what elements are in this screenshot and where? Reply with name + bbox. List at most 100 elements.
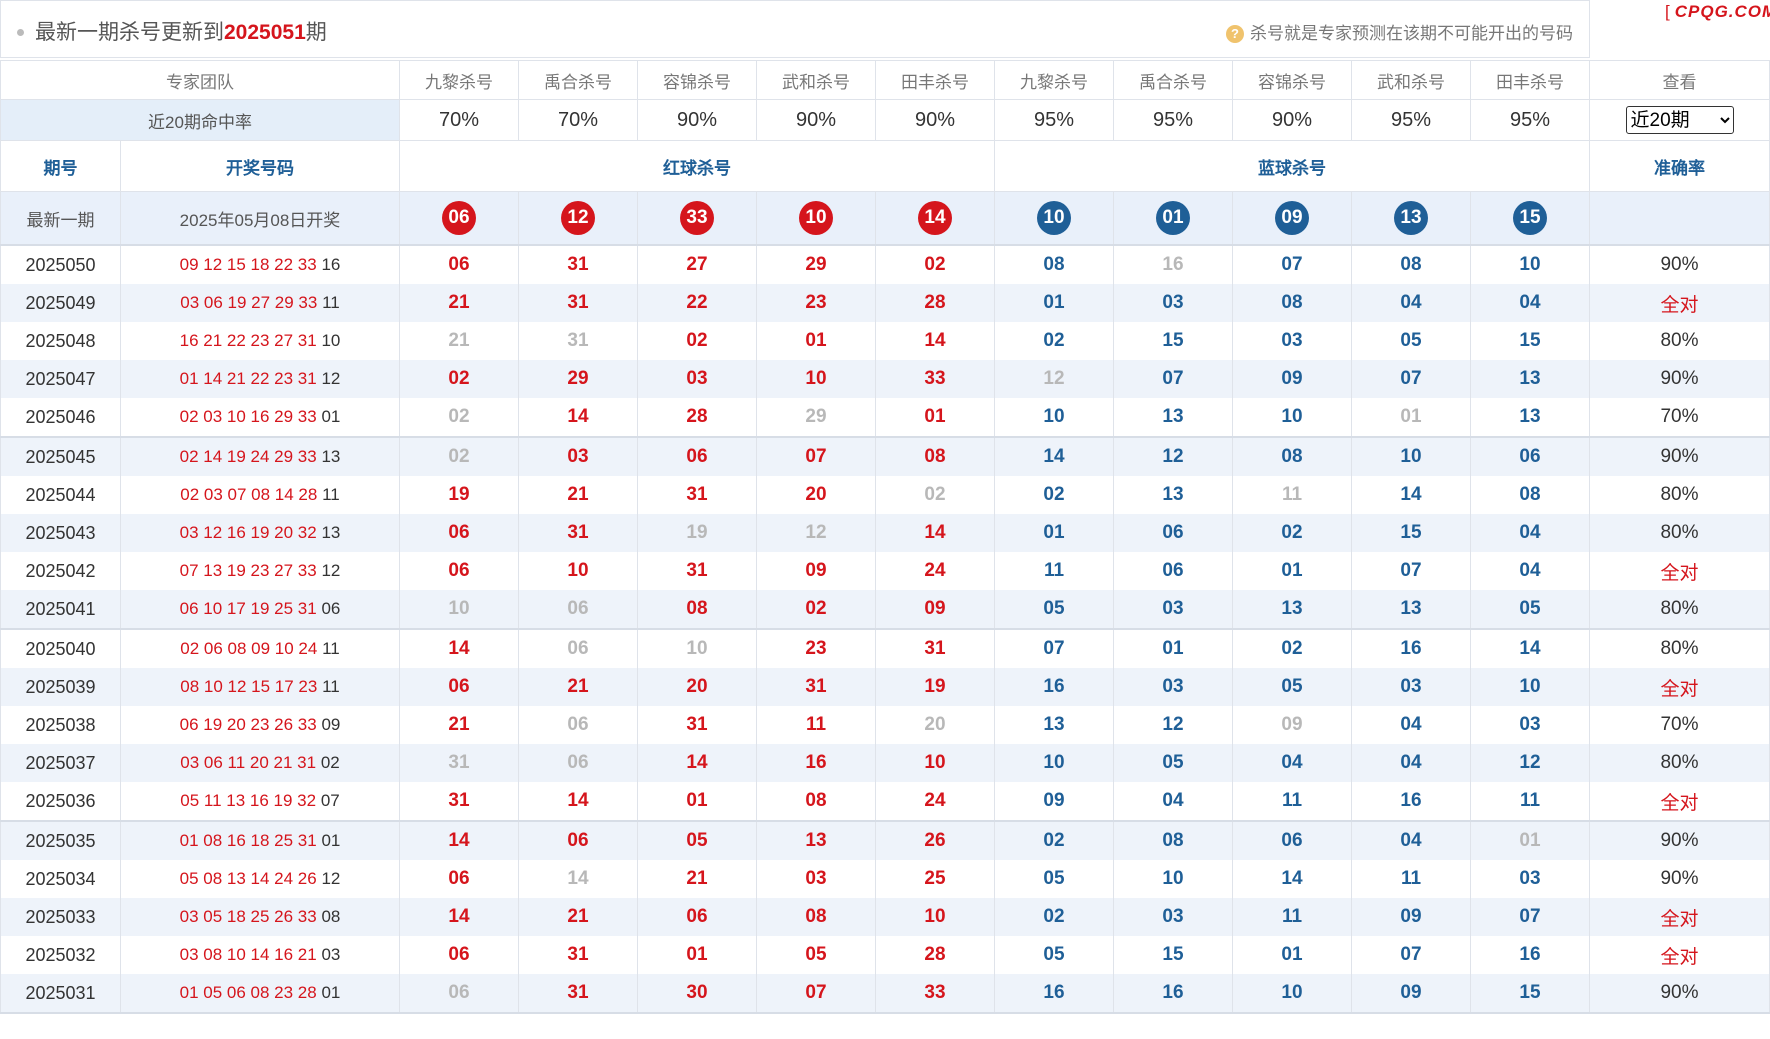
expert-header: 九黎杀号	[994, 60, 1114, 100]
draw-blue-number: 01	[321, 407, 341, 426]
blue-kill-number: 16	[994, 974, 1114, 1014]
hit-rate: 95%	[1113, 99, 1233, 141]
red-ball: 06	[442, 201, 476, 235]
table-row: 2025031 01 05 06 08 23 28 01 06 31 30 07 33 16 1…	[0, 974, 1770, 1014]
blue-kill-number: 14	[1232, 860, 1352, 898]
hit-rate: 70%	[399, 99, 519, 141]
blue-ball: 01	[1156, 201, 1190, 235]
period-cell: 2025035	[0, 821, 121, 860]
draw-red-numbers: 06 19 20 23 26 33	[179, 715, 317, 734]
draw-red-numbers: 16 21 22 23 27 31	[179, 331, 317, 350]
blue-ball: 15	[1513, 201, 1547, 235]
blue-kill-header: 蓝球杀号	[994, 140, 1590, 192]
hit-rate: 95%	[1351, 99, 1471, 141]
draw-numbers-cell: 06 19 20 23 26 33 09	[120, 706, 400, 744]
site-logo[interactable]: [CPQG.COM	[1665, 2, 1770, 21]
red-kill-number: 10	[875, 744, 995, 782]
blue-kill-number: 04	[1470, 514, 1590, 552]
draw-blue-number: 11	[322, 677, 340, 696]
draw-numbers-cell: 08 10 12 15 17 23 11	[120, 668, 400, 706]
blue-kill-number: 08	[1470, 476, 1590, 514]
red-kill-number-missed: 10	[637, 629, 757, 668]
blue-kill-number-missed: 11	[1232, 476, 1352, 514]
period-cell: 2025046	[0, 398, 121, 438]
blue-kill-number: 09	[1351, 974, 1471, 1014]
blue-kill-number: 14	[994, 437, 1114, 476]
draw-numbers-cell: 01 05 06 08 23 28 01	[120, 974, 400, 1014]
blue-kill-number: 04	[1351, 821, 1471, 860]
red-kill-number: 11	[756, 706, 876, 744]
red-kill-number-missed: 20	[875, 706, 995, 744]
blue-kill-number-missed: 09	[1232, 706, 1352, 744]
blue-kill-number: 16	[1351, 629, 1471, 668]
blue-kill-number: 01	[1232, 552, 1352, 590]
red-kill-number: 30	[637, 974, 757, 1014]
red-kill-number: 06	[518, 821, 638, 860]
blue-kill-number: 02	[994, 821, 1114, 860]
accuracy-cell: 全对	[1589, 668, 1770, 706]
accuracy-cell: 全对	[1589, 284, 1770, 322]
draw-red-numbers: 02 14 19 24 29 33	[179, 447, 317, 466]
red-kill-number: 07	[756, 974, 876, 1014]
draw-blue-number: 12	[321, 369, 341, 388]
red-kill-number: 06	[399, 668, 519, 706]
latest-row: 最新一期 2025年05月08日开奖 06 12 33 10 14 10 01 …	[0, 191, 1770, 246]
draw-numbers-cell: 06 10 17 19 25 31 06	[120, 590, 400, 630]
blue-kill-number: 04	[1232, 744, 1352, 782]
blue-kill-number: 01	[994, 284, 1114, 322]
blue-kill-number: 07	[1113, 360, 1233, 398]
draw-numbers-cell: 02 14 19 24 29 33 13	[120, 437, 400, 476]
blue-kill-number: 11	[1232, 898, 1352, 936]
red-kill-number: 31	[518, 514, 638, 552]
draw-blue-number: 08	[321, 907, 341, 926]
red-kill-number: 29	[756, 245, 876, 284]
red-kill-number: 27	[637, 245, 757, 284]
blue-kill-number: 02	[994, 476, 1114, 514]
red-kill-number: 22	[637, 284, 757, 322]
red-kill-number: 31	[637, 552, 757, 590]
red-kill-number: 01	[756, 322, 876, 360]
period-cell: 2025047	[0, 360, 121, 398]
latest-label: 最新一期	[0, 191, 121, 246]
blue-kill-number: 01	[994, 514, 1114, 552]
blue-kill-number: 05	[994, 936, 1114, 974]
draw-blue-number: 07	[320, 791, 340, 810]
latest-blue-cell: 09	[1232, 191, 1352, 246]
column-header-row: 期号 开奖号码 红球杀号 蓝球杀号 准确率	[0, 140, 1770, 192]
blue-kill-number: 04	[1113, 782, 1233, 822]
table-row: 2025042 07 13 19 23 27 33 12 06 10 31 09 24 11 0…	[0, 552, 1770, 590]
red-kill-number: 06	[399, 514, 519, 552]
blue-kill-number: 11	[994, 552, 1114, 590]
red-kill-number: 03	[518, 437, 638, 476]
draw-red-numbers: 03 08 10 14 16 21	[179, 945, 317, 964]
period-select[interactable]: 近20期	[1625, 106, 1734, 134]
table-row: 2025047 01 14 21 22 23 31 12 02 29 03 10 33 12 0…	[0, 360, 1770, 398]
draw-blue-number: 13	[321, 447, 341, 466]
blue-kill-number: 09	[1232, 360, 1352, 398]
period-column-header: 期号	[0, 140, 121, 192]
blue-kill-number: 07	[1351, 552, 1471, 590]
period-select-cell: 近20期	[1589, 99, 1770, 141]
expert-row: 专家团队 九黎杀号 禹合杀号 容锦杀号 武和杀号 田丰杀号 九黎杀号 禹合杀号 …	[0, 60, 1770, 100]
accuracy-cell: 90%	[1589, 360, 1770, 398]
expert-header: 九黎杀号	[399, 60, 519, 100]
blue-kill-number: 13	[1113, 398, 1233, 438]
period-cell: 2025031	[0, 974, 121, 1014]
draw-numbers-cell: 03 05 18 25 26 33 08	[120, 898, 400, 936]
blue-kill-number: 10	[1351, 437, 1471, 476]
blue-kill-number: 06	[1113, 552, 1233, 590]
draw-blue-number: 02	[320, 753, 340, 772]
draw-red-numbers: 06 10 17 19 25 31	[179, 599, 317, 618]
blue-kill-number: 15	[1470, 322, 1590, 360]
red-kill-number: 24	[875, 552, 995, 590]
table-row: 2025038 06 19 20 23 26 33 09 21 06 31 11 20 13 1…	[0, 706, 1770, 744]
blue-kill-number: 13	[1470, 360, 1590, 398]
blue-kill-number: 02	[994, 898, 1114, 936]
draw-numbers-cell: 02 06 08 09 10 24 11	[120, 629, 400, 668]
red-kill-number: 25	[875, 860, 995, 898]
blue-kill-number: 15	[1113, 322, 1233, 360]
draw-numbers-cell: 03 06 19 27 29 33 11	[120, 284, 400, 322]
red-kill-number-missed: 06	[518, 744, 638, 782]
blue-kill-number: 10	[994, 744, 1114, 782]
red-kill-number: 14	[399, 821, 519, 860]
